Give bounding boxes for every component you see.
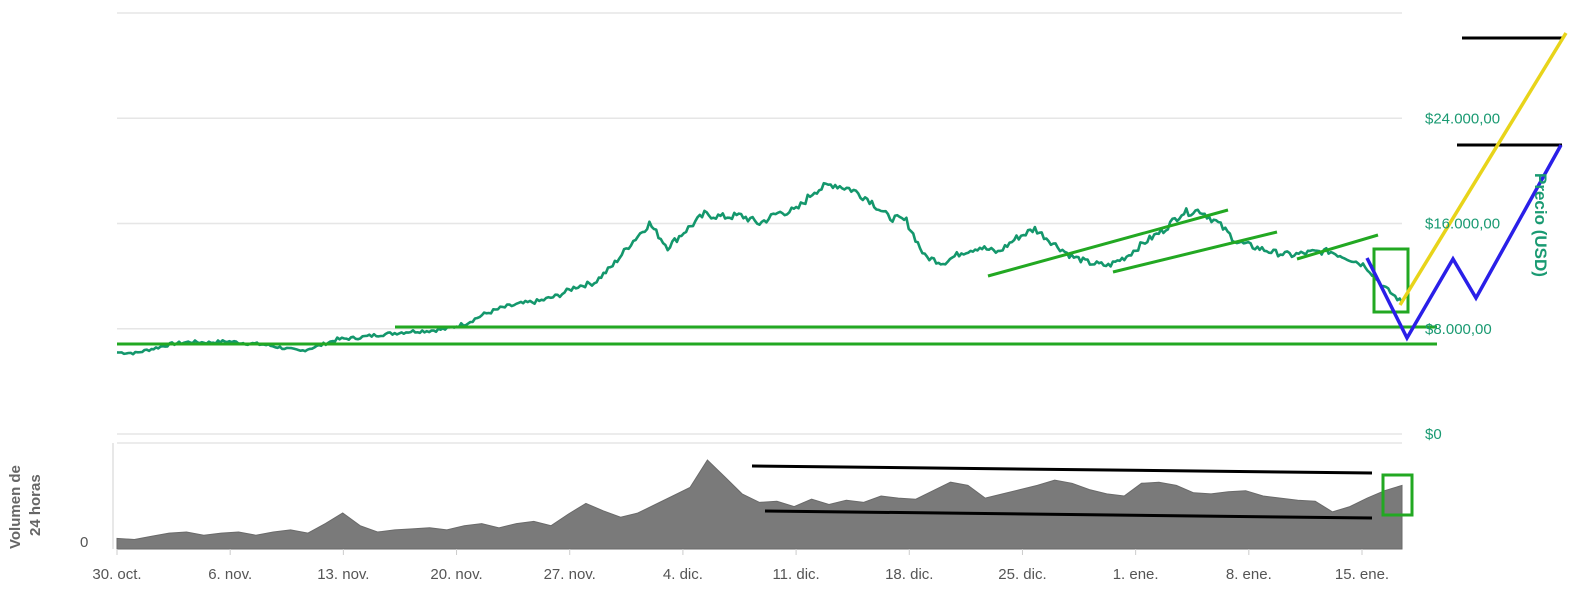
price-tick-label: $16.000,00 <box>1425 216 1500 233</box>
volume-trend-top <box>751 464 1373 475</box>
date-tick-label: 27. nov. <box>544 566 596 583</box>
date-axis-ticks: 30. oct. 6. nov. 13. nov. 20. nov. 27. nov. 4… <box>92 549 1389 583</box>
date-tick-label: 13. nov. <box>317 566 369 583</box>
price-tick-label: $8.000,00 <box>1425 321 1492 338</box>
chart-gridlines <box>112 12 1402 549</box>
trend-line-short <box>1296 233 1379 261</box>
date-tick-label: 1. ene. <box>1113 566 1159 583</box>
date-tick-label: 18. dic. <box>885 566 933 583</box>
volume-axis-title-line1: Volumen de <box>7 465 24 549</box>
date-tick-label: 6. nov. <box>208 566 252 583</box>
price-axis-title: Precio (USD) <box>1531 173 1550 277</box>
volume-axis-tick: 0 <box>80 534 88 551</box>
drawing-annotations <box>117 32 1568 520</box>
highlight-box-price <box>1372 247 1410 314</box>
date-tick-label: 8. ene. <box>1226 566 1272 583</box>
volume-trend-bottom <box>764 509 1373 520</box>
volume-area <box>116 459 1403 550</box>
date-tick-label: 15. ene. <box>1335 566 1389 583</box>
date-tick-label: 30. oct. <box>92 566 141 583</box>
date-tick-label: 25. dic. <box>998 566 1046 583</box>
price-axis-ticks: $0 $8.000,00 $16.000,00 $24.000,00 <box>1425 110 1500 443</box>
date-tick-label: 4. dic. <box>663 566 703 583</box>
volume-area-fill <box>116 459 1403 550</box>
channel-line-top <box>987 208 1229 278</box>
price-series <box>116 181 1404 356</box>
date-tick-label: 11. dic. <box>772 566 819 583</box>
price-tick-label: $24.000,00 <box>1425 110 1500 127</box>
channel-line-bottom <box>1112 230 1278 274</box>
date-tick-label: 20. nov. <box>430 566 482 583</box>
volume-axis-title-line2: 24 horas <box>27 474 44 536</box>
projection-path-blue <box>1365 144 1563 342</box>
highlight-box-volume <box>1381 473 1414 517</box>
price-line <box>116 181 1404 356</box>
projection-path-yellow <box>1398 32 1568 306</box>
price-tick-label: $0 <box>1425 426 1442 443</box>
